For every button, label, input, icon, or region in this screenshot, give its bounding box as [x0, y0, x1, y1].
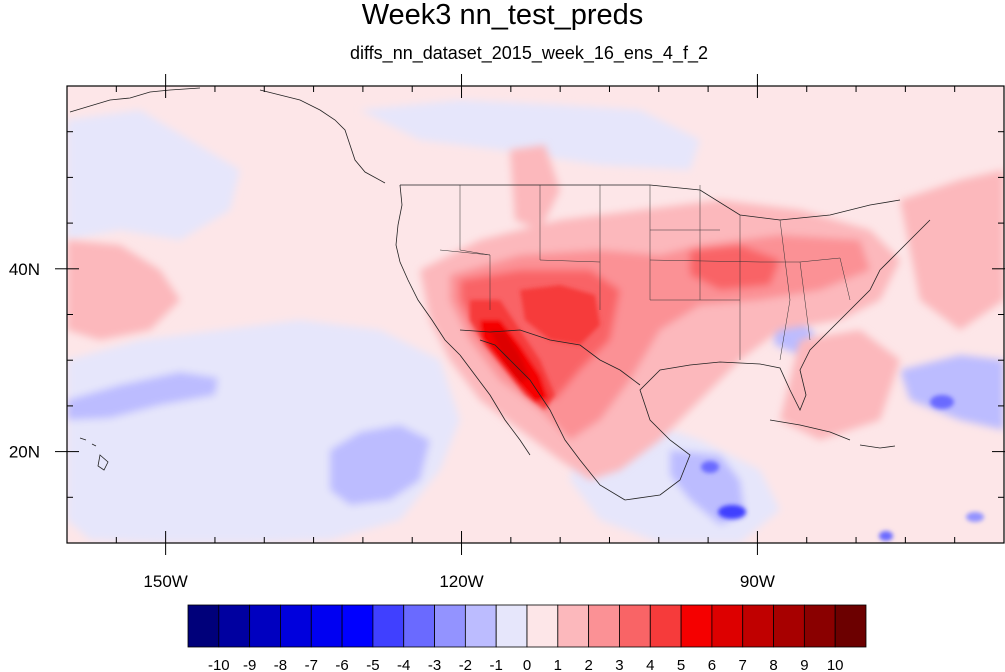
colorbar-box [434, 604, 466, 648]
neg-spot-3 [930, 395, 954, 409]
colorbar-box [711, 604, 744, 648]
positive-anomaly-regions [67, 145, 1004, 480]
neg-region-atlantic [900, 355, 1004, 430]
colorbar-box [249, 604, 281, 648]
colorbar-box [341, 604, 374, 648]
colorbar-level-label: -1 [490, 657, 503, 672]
border-us-canada [400, 184, 901, 221]
neg-region-subtropical-east [330, 425, 430, 505]
colorbar-box [218, 604, 251, 648]
colorbar-level-label: 4 [646, 657, 654, 672]
negative-anomaly-regions [67, 100, 1004, 543]
neg-spot-1 [701, 461, 719, 473]
coastline-alaska-panhandle [259, 89, 386, 184]
coastline-cuba [769, 419, 851, 441]
coastline-gulf [624, 219, 931, 501]
coastline-hispaniola [859, 444, 896, 449]
colorbar-level-label: -3 [428, 657, 441, 672]
axis-tick-labels: 150W 120W 90W 40N 20N [9, 260, 775, 591]
colorbar-box [403, 604, 435, 648]
pos-core-southwest [520, 285, 600, 345]
colorbar-box [834, 604, 867, 648]
colorbar-box [310, 604, 343, 648]
coastline-baja [459, 354, 531, 456]
colorbar-box [680, 604, 713, 648]
state-lines-west [439, 185, 651, 310]
colorbar-level-label: -5 [366, 657, 379, 672]
neg-region-gulf-of-alaska [67, 110, 240, 240]
map-title: Week3 nn_test_preds [361, 0, 644, 31]
border-us-mexico [459, 329, 641, 386]
state-lines-central [649, 185, 761, 360]
state-borders [439, 185, 851, 361]
colorbar-level-label: -9 [243, 657, 256, 672]
neg-spot-2 [718, 505, 746, 519]
coastlines [69, 87, 931, 501]
anomaly-field [67, 100, 1004, 543]
colorbar-level-label: -10 [208, 657, 230, 672]
colorbar-box [280, 604, 312, 648]
colorbar-box [372, 604, 405, 648]
colorbar-box [557, 604, 590, 648]
colorbar-level-label: 5 [677, 657, 685, 672]
colorbar-box [649, 604, 682, 648]
neg-region-north-canada [360, 100, 700, 170]
pos-region-northeast [690, 245, 780, 290]
strong-negative-spots [701, 395, 984, 541]
colorbar-box [619, 604, 651, 648]
axis-ticks [55, 74, 1005, 555]
pos-region-atlantic-ne [900, 170, 1004, 330]
neg-spot-4 [966, 512, 984, 522]
colorbar-box [803, 604, 836, 648]
neg-region-hawaii-band [67, 372, 218, 420]
colorbar-box [526, 604, 559, 648]
coastline-alaska [69, 87, 201, 113]
colorbar [187, 604, 867, 648]
colorbar-labels: -10 -9 -8 -7 -6 -5 -4 -3 -2 -1 0 1 2 3 4 5 6 7 8 9 10 [208, 657, 844, 672]
colorbar-box [495, 604, 528, 648]
colorbar-level-label: 3 [615, 657, 623, 672]
colorbar-box [187, 604, 220, 648]
state-lines-east [760, 219, 851, 361]
coastline-hawaii [79, 437, 109, 471]
colorbar-box [742, 604, 774, 648]
x-tick-label: 120W [439, 572, 483, 591]
colorbar-level-label: 7 [739, 657, 747, 672]
neg-spot-5 [879, 531, 893, 541]
colorbar-level-label: 10 [827, 657, 844, 672]
colorbar-level-label: -6 [335, 657, 348, 672]
colorbar-level-label: 9 [800, 657, 808, 672]
colorbar-box [588, 604, 620, 648]
colorbar-level-label: 1 [554, 657, 562, 672]
colorbar-level-label: -7 [305, 657, 318, 672]
pos-region-north [510, 145, 560, 230]
coastline-mexico-pacific [479, 339, 626, 501]
colorbar-level-label: 6 [708, 657, 716, 672]
pos-region-east [780, 330, 900, 440]
pos-core-max [490, 330, 530, 382]
colorbar-box [773, 604, 805, 648]
coastline-west-us [395, 184, 461, 356]
x-tick-label: 150W [143, 572, 187, 591]
pos-region-pacific-west [67, 240, 180, 340]
colorbar-level-label: -8 [274, 657, 287, 672]
colorbar-level-label: 0 [523, 657, 531, 672]
y-tick-label: 40N [9, 260, 40, 279]
colorbar-level-label: 8 [769, 657, 777, 672]
y-tick-label: 20N [9, 443, 40, 462]
colorbar-level-label: -2 [459, 657, 472, 672]
map-subtitle: diffs_nn_dataset_2015_week_16_ens_4_f_2 [350, 43, 708, 63]
colorbar-box [464, 604, 497, 648]
x-tick-label: 90W [740, 572, 775, 591]
colorbar-level-label: 2 [584, 657, 592, 672]
colorbar-level-label: -4 [397, 657, 410, 672]
strong-positive-core [470, 285, 600, 410]
